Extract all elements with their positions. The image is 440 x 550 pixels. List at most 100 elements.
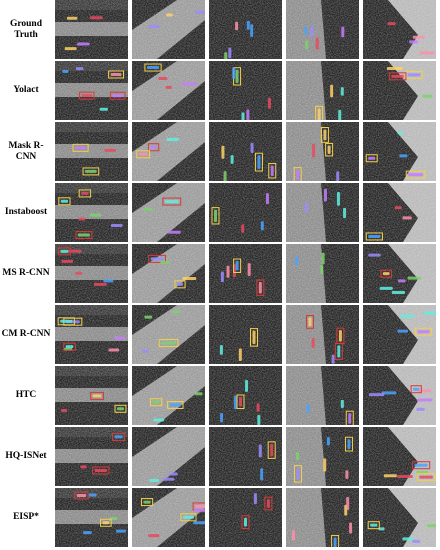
box bbox=[158, 339, 179, 348]
ship-mask bbox=[239, 397, 243, 407]
ship-mask bbox=[327, 145, 331, 154]
row-label: MS R-CNN bbox=[2, 268, 50, 278]
ship-mask bbox=[193, 508, 205, 512]
box bbox=[58, 197, 71, 206]
ship-mask bbox=[416, 470, 428, 474]
sar-image bbox=[209, 244, 282, 303]
box bbox=[149, 398, 163, 407]
ship-mask bbox=[81, 191, 89, 195]
ship-mask bbox=[116, 529, 127, 533]
ship-mask bbox=[220, 271, 224, 283]
ship-mask bbox=[176, 282, 184, 286]
sar-image bbox=[132, 0, 205, 59]
ship-mask bbox=[427, 524, 436, 528]
box bbox=[148, 254, 166, 263]
row-label: HQ-ISNet bbox=[5, 451, 47, 461]
ship-mask bbox=[83, 531, 92, 535]
sar-image bbox=[363, 244, 436, 303]
ship-mask bbox=[323, 188, 327, 202]
ship-mask bbox=[417, 389, 432, 393]
sar-image bbox=[209, 0, 282, 59]
ship-mask bbox=[320, 265, 324, 274]
sar-image bbox=[286, 244, 359, 303]
ship-mask bbox=[402, 216, 412, 220]
box bbox=[325, 142, 334, 157]
sar-image bbox=[55, 305, 128, 364]
sar-image bbox=[209, 122, 282, 181]
ship-mask bbox=[99, 107, 108, 111]
box bbox=[410, 385, 422, 394]
sar-image bbox=[363, 122, 436, 181]
ship-mask bbox=[150, 145, 157, 149]
ship-mask bbox=[80, 465, 87, 469]
ship-mask bbox=[108, 348, 120, 352]
ship-mask bbox=[379, 286, 393, 290]
ship-mask bbox=[93, 282, 107, 286]
ship-mask bbox=[341, 26, 345, 38]
speckle bbox=[209, 488, 282, 547]
sar-image bbox=[132, 122, 205, 181]
speckle bbox=[132, 244, 205, 303]
speckle bbox=[286, 0, 359, 59]
ship-mask bbox=[182, 515, 195, 519]
box bbox=[140, 498, 154, 507]
ship-mask bbox=[386, 67, 403, 71]
ship-mask bbox=[104, 148, 117, 152]
row-label: Instaboost bbox=[4, 207, 48, 217]
box bbox=[315, 105, 324, 120]
row-label: HTC bbox=[15, 390, 37, 400]
box bbox=[233, 258, 242, 273]
ship-mask bbox=[60, 199, 69, 203]
ship-mask bbox=[412, 35, 425, 39]
box bbox=[411, 461, 431, 470]
ship-mask bbox=[158, 77, 168, 81]
speckle bbox=[363, 183, 436, 242]
ship-mask bbox=[252, 330, 256, 345]
ship-mask bbox=[166, 13, 173, 17]
box bbox=[264, 496, 273, 511]
ship-mask bbox=[368, 393, 385, 397]
ship-mask bbox=[397, 131, 404, 135]
ship-mask bbox=[165, 85, 172, 89]
ship-mask bbox=[305, 40, 309, 50]
ship-mask bbox=[114, 336, 126, 340]
sar-image bbox=[363, 183, 436, 242]
ship-mask bbox=[112, 94, 124, 98]
box bbox=[267, 441, 276, 459]
box bbox=[57, 317, 75, 326]
sar-image bbox=[363, 488, 436, 547]
ship-mask bbox=[194, 392, 203, 396]
ship-mask bbox=[346, 497, 350, 510]
ship-mask bbox=[238, 348, 242, 362]
ship-mask bbox=[60, 408, 68, 412]
speckle bbox=[209, 244, 282, 303]
speckle bbox=[132, 366, 205, 425]
sar-image bbox=[286, 0, 359, 59]
ship-mask bbox=[265, 193, 269, 205]
box bbox=[108, 70, 125, 79]
ship-mask bbox=[257, 414, 261, 425]
ship-mask bbox=[306, 404, 310, 413]
ship-mask bbox=[296, 467, 300, 481]
figure-row: MS R-CNN bbox=[0, 244, 440, 303]
speckle bbox=[209, 0, 282, 59]
ship-mask bbox=[243, 517, 247, 527]
ship-mask bbox=[141, 349, 149, 353]
ship-mask bbox=[304, 26, 308, 36]
sar-image bbox=[286, 366, 359, 425]
ship-mask bbox=[295, 256, 299, 266]
sar-image bbox=[363, 61, 436, 120]
box bbox=[92, 466, 110, 475]
speckle bbox=[209, 427, 282, 486]
speckle bbox=[55, 61, 128, 120]
box bbox=[144, 63, 162, 72]
ship-mask bbox=[94, 468, 108, 472]
ship-mask bbox=[66, 16, 78, 20]
ship-mask bbox=[181, 82, 197, 86]
box bbox=[380, 269, 393, 278]
sar-image bbox=[209, 488, 282, 547]
figure-row: Instaboost bbox=[0, 183, 440, 242]
speckle bbox=[209, 122, 282, 181]
ship-mask bbox=[143, 500, 151, 504]
ship-mask bbox=[164, 200, 179, 204]
